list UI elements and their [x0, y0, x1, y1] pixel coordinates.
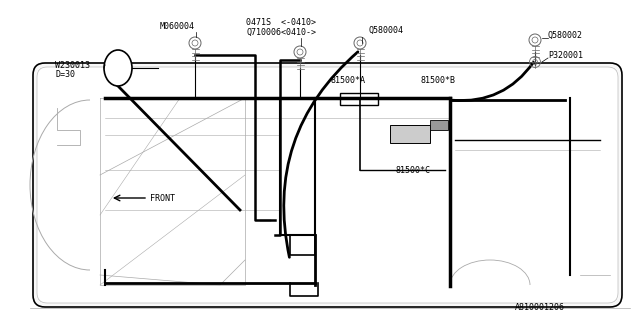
Text: P320001: P320001 — [548, 51, 583, 60]
Text: 81500*A: 81500*A — [330, 76, 365, 84]
Text: A810001206: A810001206 — [515, 303, 565, 312]
Text: M060004: M060004 — [160, 21, 195, 30]
Ellipse shape — [104, 50, 132, 86]
FancyBboxPatch shape — [37, 67, 618, 303]
Text: 0471S  <-0410>: 0471S <-0410> — [246, 18, 316, 27]
FancyBboxPatch shape — [33, 63, 622, 307]
Text: 81500*B: 81500*B — [420, 76, 455, 84]
Text: FRONT: FRONT — [150, 194, 175, 203]
Bar — [340, 93, 378, 105]
Text: Q710006<0410->: Q710006<0410-> — [246, 28, 316, 36]
Bar — [430, 120, 448, 130]
Text: 81500*C: 81500*C — [395, 165, 430, 174]
Text: Q580004: Q580004 — [368, 26, 403, 35]
Bar — [390, 125, 430, 143]
Text: W230013: W230013 — [55, 60, 90, 69]
Text: Q580002: Q580002 — [548, 30, 583, 39]
Text: D=30: D=30 — [55, 69, 75, 78]
